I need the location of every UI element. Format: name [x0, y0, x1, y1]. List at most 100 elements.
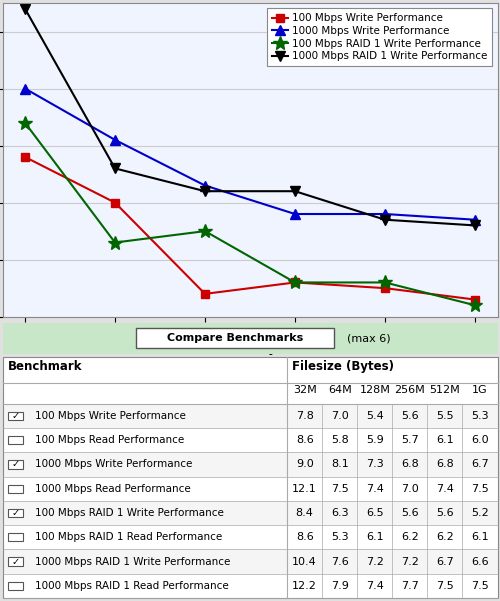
- Bar: [8, 509, 24, 517]
- 100 Mbps RAID 1 Write Performance: [292, 279, 298, 286]
- Text: 7.0: 7.0: [401, 484, 418, 494]
- Text: 100 Mbps Write Performance: 100 Mbps Write Performance: [34, 411, 186, 421]
- Text: 8.6: 8.6: [296, 532, 314, 542]
- 100 Mbps RAID 1 Write Performance: [22, 119, 28, 126]
- Text: 6.7: 6.7: [436, 557, 454, 567]
- Text: ✓: ✓: [12, 460, 20, 469]
- Bar: [8, 484, 24, 493]
- 1000 Mbps RAID 1 Write Performance: [22, 5, 28, 12]
- Line: 1000 Mbps RAID 1 Write Performance: 1000 Mbps RAID 1 Write Performance: [20, 4, 480, 230]
- Bar: [2, 574, 498, 598]
- Text: ✓: ✓: [12, 508, 20, 518]
- Line: 100 Mbps RAID 1 Write Performance: 100 Mbps RAID 1 Write Performance: [18, 116, 482, 312]
- 1000 Mbps RAID 1 Write Performance: [382, 216, 388, 224]
- Text: 5.9: 5.9: [366, 435, 384, 445]
- Bar: [2, 357, 498, 598]
- Text: 8.6: 8.6: [296, 435, 314, 445]
- Text: (max 6): (max 6): [346, 334, 390, 343]
- Text: 5.2: 5.2: [471, 508, 489, 518]
- Bar: [2, 501, 498, 525]
- Text: 7.5: 7.5: [436, 581, 454, 591]
- Text: 7.7: 7.7: [401, 581, 419, 591]
- Text: 6.8: 6.8: [436, 460, 454, 469]
- Text: 7.5: 7.5: [331, 484, 348, 494]
- 100 Mbps Write Performance: [22, 153, 28, 160]
- 1000 Mbps Write Performance: [22, 85, 28, 92]
- Text: 5.3: 5.3: [471, 411, 489, 421]
- Text: 7.2: 7.2: [401, 557, 419, 567]
- 1000 Mbps Write Performance: [202, 182, 208, 189]
- 100 Mbps Write Performance: [112, 199, 118, 206]
- Text: 5.4: 5.4: [366, 411, 384, 421]
- Text: 7.8: 7.8: [296, 411, 314, 421]
- Text: 12.1: 12.1: [292, 484, 317, 494]
- Legend: 100 Mbps Write Performance, 1000 Mbps Write Performance, 100 Mbps RAID 1 Write P: 100 Mbps Write Performance, 1000 Mbps Wr…: [266, 8, 492, 67]
- Bar: [2, 357, 498, 598]
- Text: 7.6: 7.6: [331, 557, 348, 567]
- Bar: [8, 533, 24, 542]
- Line: 100 Mbps Write Performance: 100 Mbps Write Performance: [21, 153, 479, 304]
- Text: 10.4: 10.4: [292, 557, 317, 567]
- Bar: [2, 323, 498, 354]
- Text: 7.0: 7.0: [331, 411, 348, 421]
- Text: 6.5: 6.5: [366, 508, 384, 518]
- Text: 6.3: 6.3: [331, 508, 348, 518]
- Line: 1000 Mbps Write Performance: 1000 Mbps Write Performance: [20, 84, 480, 225]
- Text: 6.1: 6.1: [436, 435, 454, 445]
- Text: Compare Benchmarks: Compare Benchmarks: [167, 334, 304, 343]
- Text: 5.8: 5.8: [331, 435, 348, 445]
- Text: 7.4: 7.4: [366, 484, 384, 494]
- Text: 7.9: 7.9: [331, 581, 348, 591]
- 1000 Mbps RAID 1 Write Performance: [202, 188, 208, 195]
- Text: 7.4: 7.4: [366, 581, 384, 591]
- 100 Mbps Write Performance: [382, 284, 388, 291]
- Text: 5.6: 5.6: [436, 508, 454, 518]
- Bar: [8, 558, 24, 566]
- Text: 32M: 32M: [293, 385, 316, 394]
- 100 Mbps RAID 1 Write Performance: [382, 279, 388, 286]
- Text: 6.2: 6.2: [401, 532, 418, 542]
- Bar: [8, 582, 24, 590]
- 100 Mbps RAID 1 Write Performance: [202, 228, 208, 235]
- 1000 Mbps Write Performance: [382, 210, 388, 218]
- 100 Mbps Write Performance: [472, 296, 478, 303]
- Text: 6.1: 6.1: [471, 532, 489, 542]
- Text: 100 Mbps RAID 1 Read Performance: 100 Mbps RAID 1 Read Performance: [34, 532, 222, 542]
- Text: 5.7: 5.7: [401, 435, 418, 445]
- Text: 1G: 1G: [472, 385, 488, 394]
- Text: 1000 Mbps RAID 1 Read Performance: 1000 Mbps RAID 1 Read Performance: [34, 581, 228, 591]
- Text: 6.2: 6.2: [436, 532, 454, 542]
- Text: 6.8: 6.8: [401, 460, 418, 469]
- Text: 7.5: 7.5: [471, 484, 489, 494]
- Text: 9.0: 9.0: [296, 460, 314, 469]
- Text: 5.6: 5.6: [401, 411, 418, 421]
- Text: 1000 Mbps Read Performance: 1000 Mbps Read Performance: [34, 484, 190, 494]
- Text: 8.4: 8.4: [296, 508, 314, 518]
- Text: 6.7: 6.7: [471, 460, 489, 469]
- Bar: [2, 404, 498, 428]
- Text: Filesize (Bytes): Filesize (Bytes): [292, 360, 394, 373]
- Text: 512M: 512M: [430, 385, 460, 394]
- 1000 Mbps Write Performance: [292, 210, 298, 218]
- Text: 8.1: 8.1: [331, 460, 348, 469]
- Bar: [8, 436, 24, 444]
- Text: ✓: ✓: [12, 411, 20, 421]
- 1000 Mbps Write Performance: [112, 136, 118, 144]
- Text: 7.3: 7.3: [366, 460, 384, 469]
- Text: 6.1: 6.1: [366, 532, 384, 542]
- Bar: [2, 549, 498, 574]
- Text: 100 Mbps Read Performance: 100 Mbps Read Performance: [34, 435, 184, 445]
- Text: Benchmark: Benchmark: [8, 360, 82, 373]
- Text: 5.3: 5.3: [331, 532, 348, 542]
- 1000 Mbps RAID 1 Write Performance: [112, 165, 118, 172]
- Bar: [2, 428, 498, 453]
- 100 Mbps Write Performance: [202, 290, 208, 297]
- Text: 7.4: 7.4: [436, 484, 454, 494]
- Text: 7.5: 7.5: [471, 581, 489, 591]
- Text: 64M: 64M: [328, 385, 351, 394]
- Bar: [2, 525, 498, 549]
- X-axis label: Filesize (Bytes): Filesize (Bytes): [196, 342, 304, 355]
- Text: 256M: 256M: [394, 385, 425, 394]
- 1000 Mbps RAID 1 Write Performance: [292, 188, 298, 195]
- 100 Mbps RAID 1 Write Performance: [472, 302, 478, 309]
